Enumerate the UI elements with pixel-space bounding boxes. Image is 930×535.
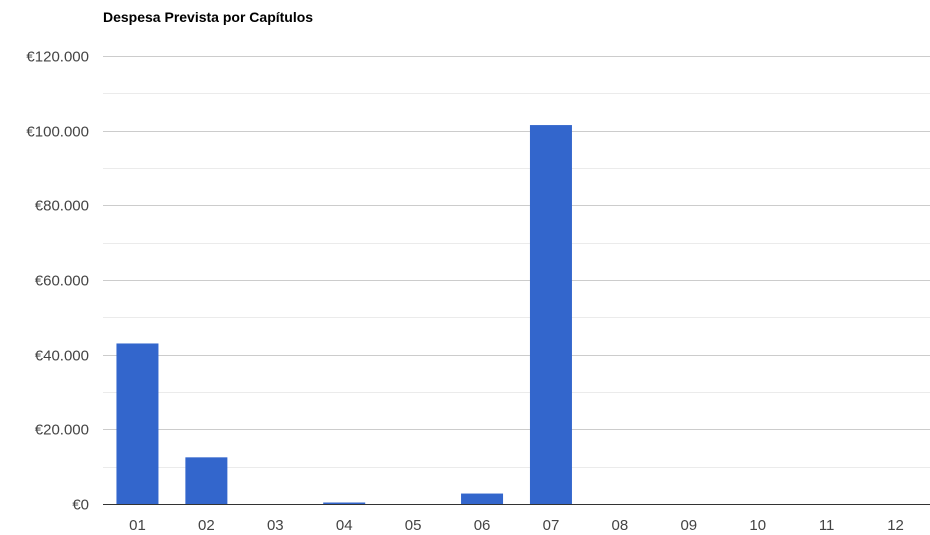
y-tick-label: €60.000 [35,273,89,290]
bar-01 [116,343,159,504]
x-tick-label: 02 [198,517,215,534]
x-axis-ticks: 01 02 03 04 05 06 07 08 09 10 11 12 [129,517,904,534]
y-tick-label: €40.000 [35,348,89,365]
y-tick-label: €120.000 [26,49,89,66]
y-tick-label: €0 [72,497,89,514]
bar-07 [529,125,572,505]
x-tick-label: 09 [680,517,697,534]
x-tick-label: 03 [267,517,284,534]
x-tick-label: 12 [887,517,904,534]
bars [116,125,572,505]
chart-title: Despesa Prevista por Capítulos [103,9,314,25]
x-tick-label: 08 [612,517,629,534]
x-tick-label: 05 [405,517,422,534]
x-tick-label: 01 [129,517,146,534]
bar-06 [461,493,504,504]
x-tick-label: 04 [336,517,353,534]
bar-02 [185,457,228,504]
y-tick-label: €80.000 [35,198,89,215]
gridlines [103,56,930,468]
y-axis-ticks: €0 €20.000 €40.000 €60.000 €80.000 €100.000 €1… [26,49,89,514]
x-tick-label: 11 [819,517,835,534]
y-tick-label: €100.000 [26,124,89,141]
x-tick-label: 07 [543,517,560,534]
y-tick-label: €20.000 [35,422,89,439]
x-tick-label: 10 [749,517,766,534]
x-tick-label: 06 [474,517,491,534]
bar-04 [323,502,366,504]
